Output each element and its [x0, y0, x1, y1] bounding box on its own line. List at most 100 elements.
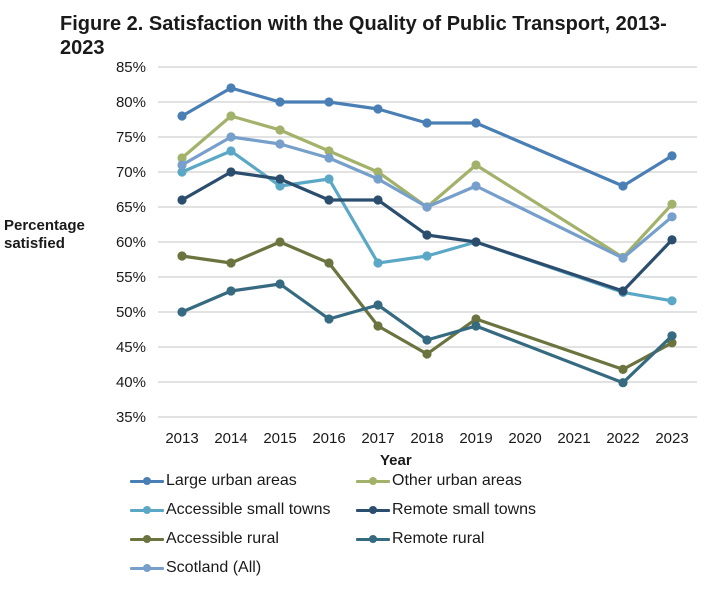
series-line	[180, 282, 674, 385]
series-accessible-rural	[177, 237, 677, 374]
data-point	[324, 258, 334, 268]
legend-label: Other urban areas	[392, 472, 522, 489]
data-point	[373, 104, 383, 114]
data-point	[324, 195, 334, 205]
legend-marker-icon	[356, 470, 390, 492]
y-tick-label: 45%	[116, 339, 146, 356]
x-tick-label: 2016	[312, 430, 345, 447]
legend-marker-icon	[130, 557, 164, 579]
data-point	[275, 181, 285, 191]
y-tick-label: 85%	[116, 59, 146, 76]
data-point	[422, 251, 432, 261]
x-tick-label: 2017	[361, 430, 394, 447]
chart-title: Figure 2. Satisfaction with the Quality …	[60, 13, 667, 59]
data-point	[422, 202, 432, 212]
series-lines	[177, 83, 677, 388]
data-point	[471, 181, 481, 191]
data-point	[275, 237, 285, 247]
x-tick-label: 2023	[655, 430, 688, 447]
data-point	[667, 199, 677, 209]
data-point	[373, 195, 383, 205]
legend-label: Remote small towns	[392, 501, 537, 518]
y-axis-ticks: 35% 40% 45% 50% 55% 60% 65% 70% 75% 80% 85%	[116, 59, 146, 426]
y-tick-label: 70%	[116, 164, 146, 181]
legend-item: Large urban areas	[130, 470, 297, 492]
data-point	[177, 195, 187, 205]
legend-marker-icon	[356, 528, 390, 550]
data-point	[226, 258, 236, 268]
y-axis-label: Percentage satisfied	[4, 217, 85, 252]
data-point	[618, 378, 628, 388]
data-point	[324, 174, 334, 184]
data-point	[324, 153, 334, 163]
y-tick-label: 50%	[116, 304, 146, 321]
data-point	[471, 237, 481, 247]
legend-marker-icon	[130, 528, 164, 550]
legend-label: Accessible rural	[166, 530, 279, 547]
data-point	[373, 167, 383, 177]
legend-marker-icon	[356, 499, 390, 521]
x-axis-ticks: 2013 2014 2015 2016 2017 2018 2019 2020 2021 2022…	[165, 430, 688, 447]
data-point	[275, 174, 285, 184]
legend-label: Accessible small towns	[166, 501, 331, 518]
data-point	[275, 279, 285, 289]
data-point	[618, 364, 628, 374]
data-point	[422, 349, 432, 359]
legend-item: Remote small towns	[356, 499, 536, 521]
data-point	[618, 253, 628, 263]
x-tick-label: 2021	[557, 430, 590, 447]
data-point	[275, 97, 285, 107]
y-tick-label: 35%	[116, 409, 146, 426]
gridlines	[158, 66, 697, 418]
data-point	[275, 139, 285, 149]
series-large-urban-areas	[177, 83, 677, 191]
series-line	[180, 149, 674, 303]
legend-label: Scotland (All)	[166, 559, 262, 576]
data-point	[422, 335, 432, 345]
x-tick-label: 2018	[410, 430, 443, 447]
data-point	[177, 307, 187, 317]
data-point	[667, 212, 677, 222]
data-point	[667, 331, 677, 341]
data-point	[177, 111, 187, 121]
data-point	[667, 296, 677, 306]
data-point	[177, 251, 187, 261]
data-point	[226, 132, 236, 142]
data-point	[177, 153, 187, 163]
x-axis-label: Year	[380, 452, 412, 469]
x-tick-label: 2014	[214, 430, 247, 447]
x-tick-label: 2015	[263, 430, 296, 447]
series-remote-small-towns	[177, 167, 677, 296]
data-point	[226, 146, 236, 156]
data-point	[226, 83, 236, 93]
y-tick-label: 55%	[116, 269, 146, 286]
data-point	[226, 286, 236, 296]
data-point	[324, 146, 334, 156]
data-point	[177, 167, 187, 177]
data-point	[324, 314, 334, 324]
legend-label: Large urban areas	[166, 472, 297, 489]
data-point	[226, 167, 236, 177]
data-point	[226, 111, 236, 121]
x-tick-label: 2022	[606, 430, 639, 447]
data-point	[667, 338, 677, 348]
series-accessible-small-towns	[177, 146, 677, 306]
legend-item: Accessible small towns	[130, 499, 331, 521]
data-point	[373, 321, 383, 331]
legend-item: Scotland (All)	[130, 557, 261, 579]
legend-marker-icon	[130, 470, 164, 492]
series-line	[180, 135, 674, 260]
legend-item: Remote rural	[356, 528, 484, 550]
line-chart: 35%40%45%50%55%60%65%70%75%80%85% 2013 20…	[116, 59, 697, 447]
legend-marker-icon	[130, 499, 164, 521]
data-point	[422, 230, 432, 240]
data-point	[373, 258, 383, 268]
series-scotland-all	[177, 132, 677, 263]
data-point	[422, 118, 432, 128]
legend-item: Accessible rural	[130, 528, 279, 550]
series-remote-rural	[177, 279, 677, 388]
data-point	[471, 314, 481, 324]
y-tick-label: 75%	[116, 129, 146, 146]
data-point	[618, 181, 628, 191]
data-point	[373, 300, 383, 310]
